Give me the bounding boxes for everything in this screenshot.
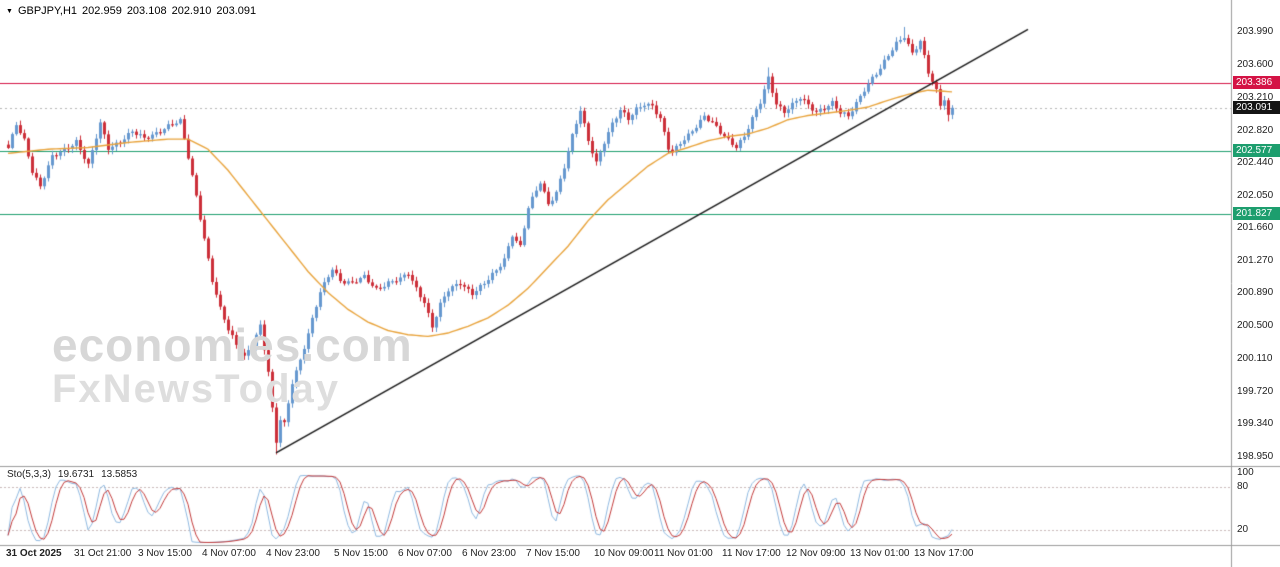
sto-axis-label: 80 <box>1237 481 1249 493</box>
symbol-timeframe-label: GBPJPY,H1 <box>17 5 78 17</box>
symbol-dropdown-icon[interactable]: ▼ <box>6 8 13 15</box>
price-axis-label: 200.890 <box>1237 287 1274 299</box>
price-axis-label: 199.720 <box>1237 386 1274 398</box>
price-axis-label: 201.660 <box>1237 222 1274 234</box>
time-axis-label: 12 Nov 09:00 <box>786 548 846 559</box>
price-axis-label: 203.990 <box>1237 26 1274 37</box>
time-axis-label: 10 Nov 09:00 <box>594 548 654 559</box>
sto-axis-label: 20 <box>1237 523 1249 535</box>
resistance-price-tag: 203.386 <box>1233 75 1280 89</box>
price-axis-label: 202.440 <box>1237 156 1274 168</box>
price-axis-label: 199.340 <box>1237 418 1274 430</box>
sto-name: Sto(5,3,3) <box>7 469 51 480</box>
time-axis-label: 11 Nov 01:00 <box>654 548 713 559</box>
time-axis-label: 5 Nov 15:00 <box>334 548 388 559</box>
price-axis-label: 202.050 <box>1237 189 1274 201</box>
time-axis-label: 11 Nov 17:00 <box>722 548 781 559</box>
price-axis-label: 200.110 <box>1237 353 1273 365</box>
symbol-info-bar: ▼ GBPJPY,H1 202.959 203.108 202.910 203.091 <box>6 5 261 17</box>
price-axis-label: 202.820 <box>1237 124 1274 136</box>
sto-k-value: 19.6731 <box>57 469 95 480</box>
time-axis-label: 7 Nov 15:00 <box>526 548 580 559</box>
sto-axis-label: 100 <box>1237 467 1254 478</box>
price-axis-label: 200.500 <box>1237 320 1274 332</box>
time-axis-label: 6 Nov 23:00 <box>462 548 516 559</box>
time-axis-label: 13 Nov 17:00 <box>914 548 974 559</box>
support-price-tag: 202.577 <box>1233 144 1280 158</box>
quote-low: 202.910 <box>171 5 212 17</box>
time-axis-label: 6 Nov 07:00 <box>398 548 452 559</box>
current-price-tag: 203.091 <box>1233 100 1280 114</box>
price-axis-label: 203.210 <box>1237 91 1274 103</box>
support-price-tag: 201.827 <box>1233 207 1280 221</box>
price-axis-label: 198.950 <box>1237 451 1274 462</box>
stochastic-label: Sto(5,3,3) 19.6731 13.5853 <box>7 469 144 480</box>
quote-open: 202.959 <box>82 5 122 17</box>
quote-high: 203.108 <box>126 5 167 17</box>
time-axis-label: 3 Nov 15:00 <box>138 548 192 559</box>
time-axis-label: 4 Nov 23:00 <box>266 548 320 559</box>
time-axis-label: 31 Oct 2025 <box>6 548 62 559</box>
time-axis-label: 4 Nov 07:00 <box>202 548 256 559</box>
time-axis-label: 31 Oct 21:00 <box>74 548 132 559</box>
sto-d-value: 13.5853 <box>101 469 138 480</box>
price-axis-label: 203.600 <box>1237 58 1274 70</box>
time-axis-label: 13 Nov 01:00 <box>850 548 910 559</box>
price-axis-label: 201.270 <box>1237 255 1274 267</box>
quote-close: 203.091 <box>216 5 257 17</box>
